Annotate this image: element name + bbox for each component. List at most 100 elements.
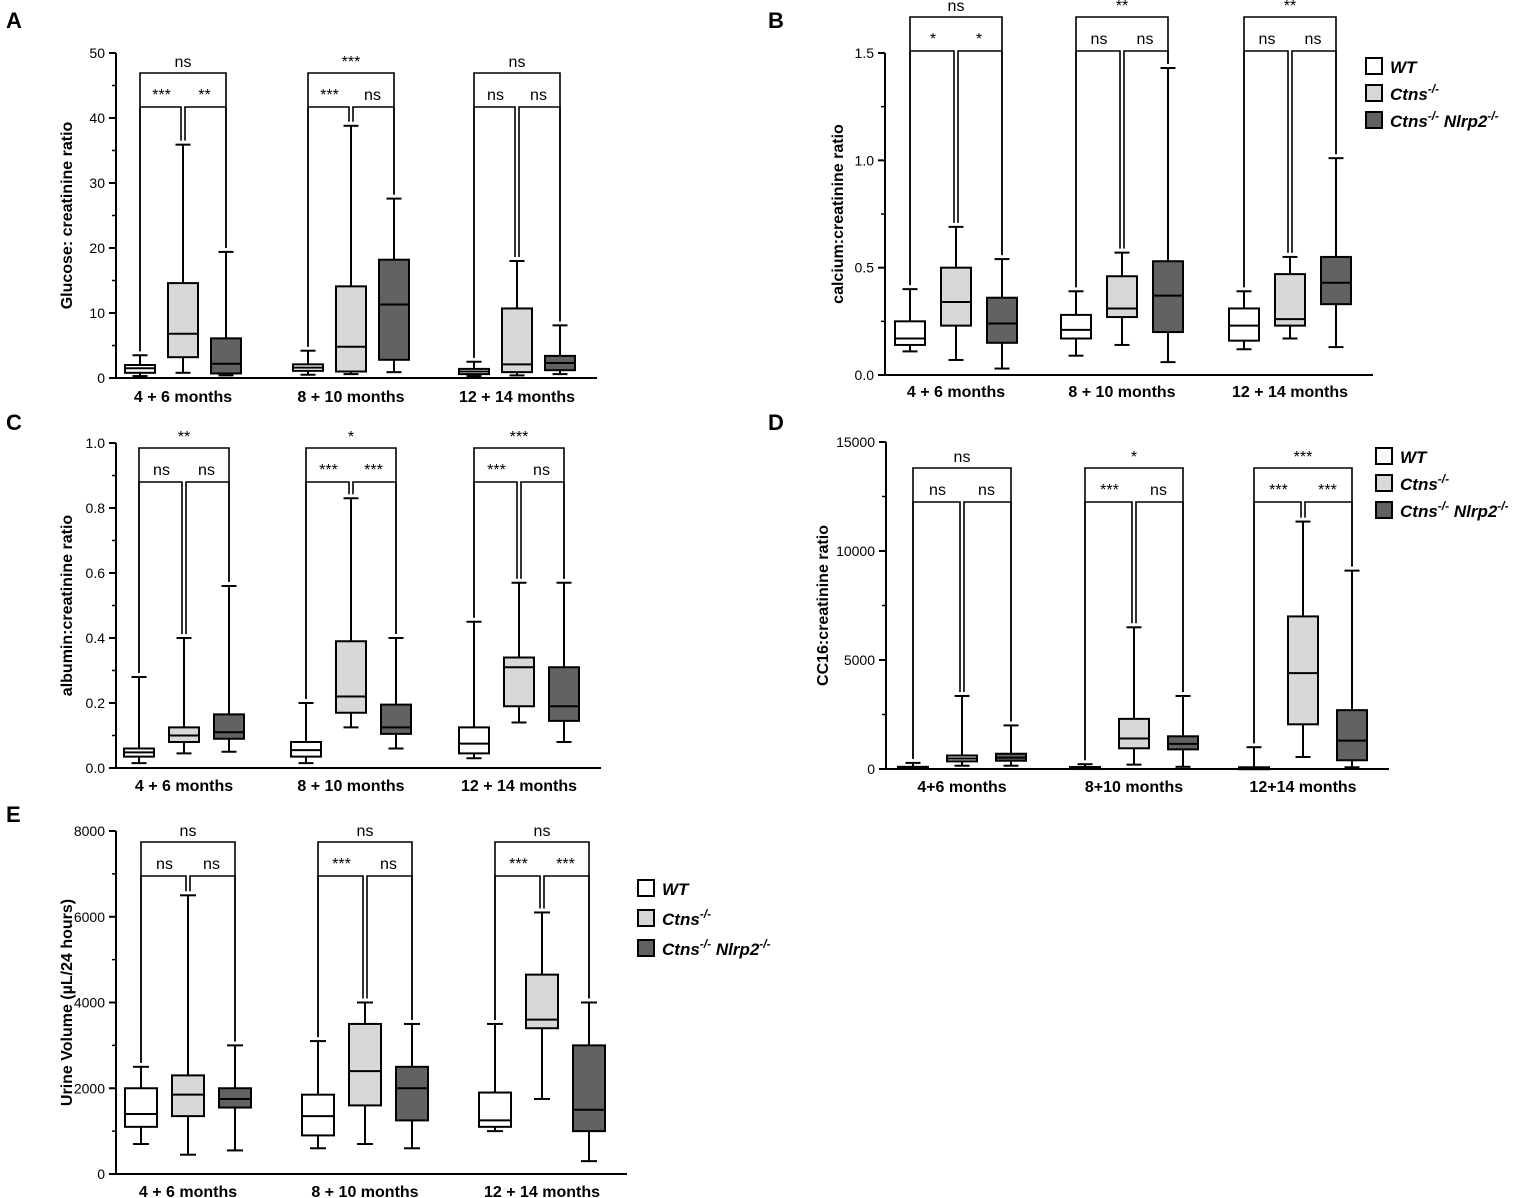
box-ctns-nlrp2 <box>1167 694 1199 768</box>
legend-label-base: Ctns <box>1400 475 1438 494</box>
bracket-right <box>957 50 1003 256</box>
significance-label-top: ns <box>175 54 192 71</box>
significance-label-top: ns <box>180 823 197 840</box>
x-category-label: 8 + 10 months <box>311 1184 418 1198</box>
x-category-label: 4 + 6 months <box>907 384 1005 401</box>
bracket-right <box>189 875 236 1042</box>
y-tick-label: 0.8 <box>86 500 106 516</box>
y-axis-label: CC16:creatinine ratio <box>815 525 832 686</box>
significance-label-top: ** <box>178 429 190 446</box>
box-wt <box>458 360 490 378</box>
y-tick-label: 10000 <box>836 543 875 559</box>
significance-group: ns*** ** <box>139 54 227 352</box>
y-tick-label: 0.2 <box>86 695 106 711</box>
y-tick-label: 8000 <box>74 823 105 839</box>
box-ctns <box>501 260 533 377</box>
legend-label-base: Nlrp2 <box>1439 112 1488 131</box>
legend-label: WT <box>1400 448 1428 467</box>
box-wt <box>124 1065 158 1145</box>
box-ctns <box>335 497 367 729</box>
y-axis-label: calcium:creatinine ratio <box>830 124 847 304</box>
bracket-right <box>1123 50 1169 249</box>
box-iqr <box>503 656 535 708</box>
box-ctns-nlrp2 <box>1336 569 1368 769</box>
box-iqr <box>378 258 410 361</box>
legend-swatch <box>1365 111 1383 129</box>
bracket-right <box>518 106 561 322</box>
legend-swatch <box>1365 57 1383 75</box>
y-tick-label: 2000 <box>74 1080 105 1096</box>
box-ctns <box>940 225 972 361</box>
box-ctns-nlrp2 <box>395 1022 429 1150</box>
bracket-top <box>1243 16 1337 288</box>
box-ctns-nlrp2 <box>1152 67 1184 364</box>
box-iqr <box>1320 255 1352 306</box>
y-axis-label: albumin:creatinine ratio <box>59 515 76 697</box>
y-tick-label: 20 <box>89 240 105 256</box>
x-category-label: 8 + 10 months <box>1068 384 1175 401</box>
significance-label-right: ns <box>198 462 215 479</box>
box-iqr <box>458 726 490 755</box>
box-iqr <box>478 1091 512 1128</box>
y-tick-label: 0.4 <box>86 630 106 646</box>
y-axis-label: Glucose: creatinine ratio <box>59 121 76 309</box>
y-tick-label: 40 <box>89 110 105 126</box>
significance-label-top: *** <box>510 429 529 446</box>
y-tick-label: 0 <box>867 761 875 777</box>
box-iqr <box>501 307 533 374</box>
y-tick-label: 50 <box>89 45 105 61</box>
panel-letter: A <box>6 8 22 33</box>
significance-label-right: ns <box>380 856 397 873</box>
box-iqr <box>894 320 926 346</box>
x-category-label: 4+6 months <box>917 779 1006 796</box>
y-tick-label: 15000 <box>836 434 875 450</box>
bracket-right <box>352 106 395 195</box>
significance-label-right: ns <box>1305 31 1322 48</box>
significance-label-right: * <box>976 31 982 48</box>
bracket-left <box>912 501 961 759</box>
bracket-right <box>520 481 565 579</box>
box-ctns <box>171 894 205 1156</box>
significance-label-top: *** <box>1294 449 1313 466</box>
significance-label-top: ns <box>534 823 551 840</box>
bracket-left <box>1075 50 1121 288</box>
box-wt <box>123 676 155 765</box>
box-wt <box>897 761 929 770</box>
box-iqr <box>1167 735 1199 751</box>
y-tick-label: 1.0 <box>86 435 106 451</box>
legend-label-base: Ctns <box>662 940 700 959</box>
significance-group: ****** ns <box>473 429 565 618</box>
significance-label-left: *** <box>509 856 528 873</box>
significance-label-top: ** <box>1284 0 1296 15</box>
significance-group: *** *** *** <box>1253 449 1353 744</box>
significance-label-right: *** <box>556 856 575 873</box>
x-category-label: 8+10 months <box>1085 779 1183 796</box>
box-iqr <box>1118 717 1150 750</box>
box-iqr <box>335 285 367 373</box>
legend-label-sup: -/- <box>1497 499 1508 513</box>
box-iqr <box>210 337 242 375</box>
box-iqr <box>1106 275 1138 319</box>
panel-e: E 0 2000 4000 6000 8000 Urine Volume (µL/24 ho… <box>6 802 627 1198</box>
x-category-label: 8 + 10 months <box>297 389 404 406</box>
significance-group: ** ns ns <box>1075 0 1169 288</box>
box-iqr <box>940 266 972 327</box>
y-tick-label: 5000 <box>844 652 875 668</box>
box-iqr <box>167 282 199 359</box>
bracket-left <box>473 106 516 358</box>
x-category-label: 12 + 14 months <box>459 389 575 406</box>
box-ctns-nlrp2 <box>378 197 410 374</box>
significance-group: ** ns ns <box>138 429 230 673</box>
box-iqr <box>1274 273 1306 327</box>
box-ctns-nlrp2 <box>995 724 1027 767</box>
box-ctns-nlrp2 <box>986 258 1018 370</box>
panel-letter: D <box>768 410 784 435</box>
bracket-left <box>138 481 183 673</box>
box-wt <box>292 349 324 376</box>
significance-label-right: ** <box>198 87 210 104</box>
significance-label-right: ns <box>1137 31 1154 48</box>
box-ctns <box>1118 626 1150 766</box>
significance-label-left: *** <box>320 87 339 104</box>
